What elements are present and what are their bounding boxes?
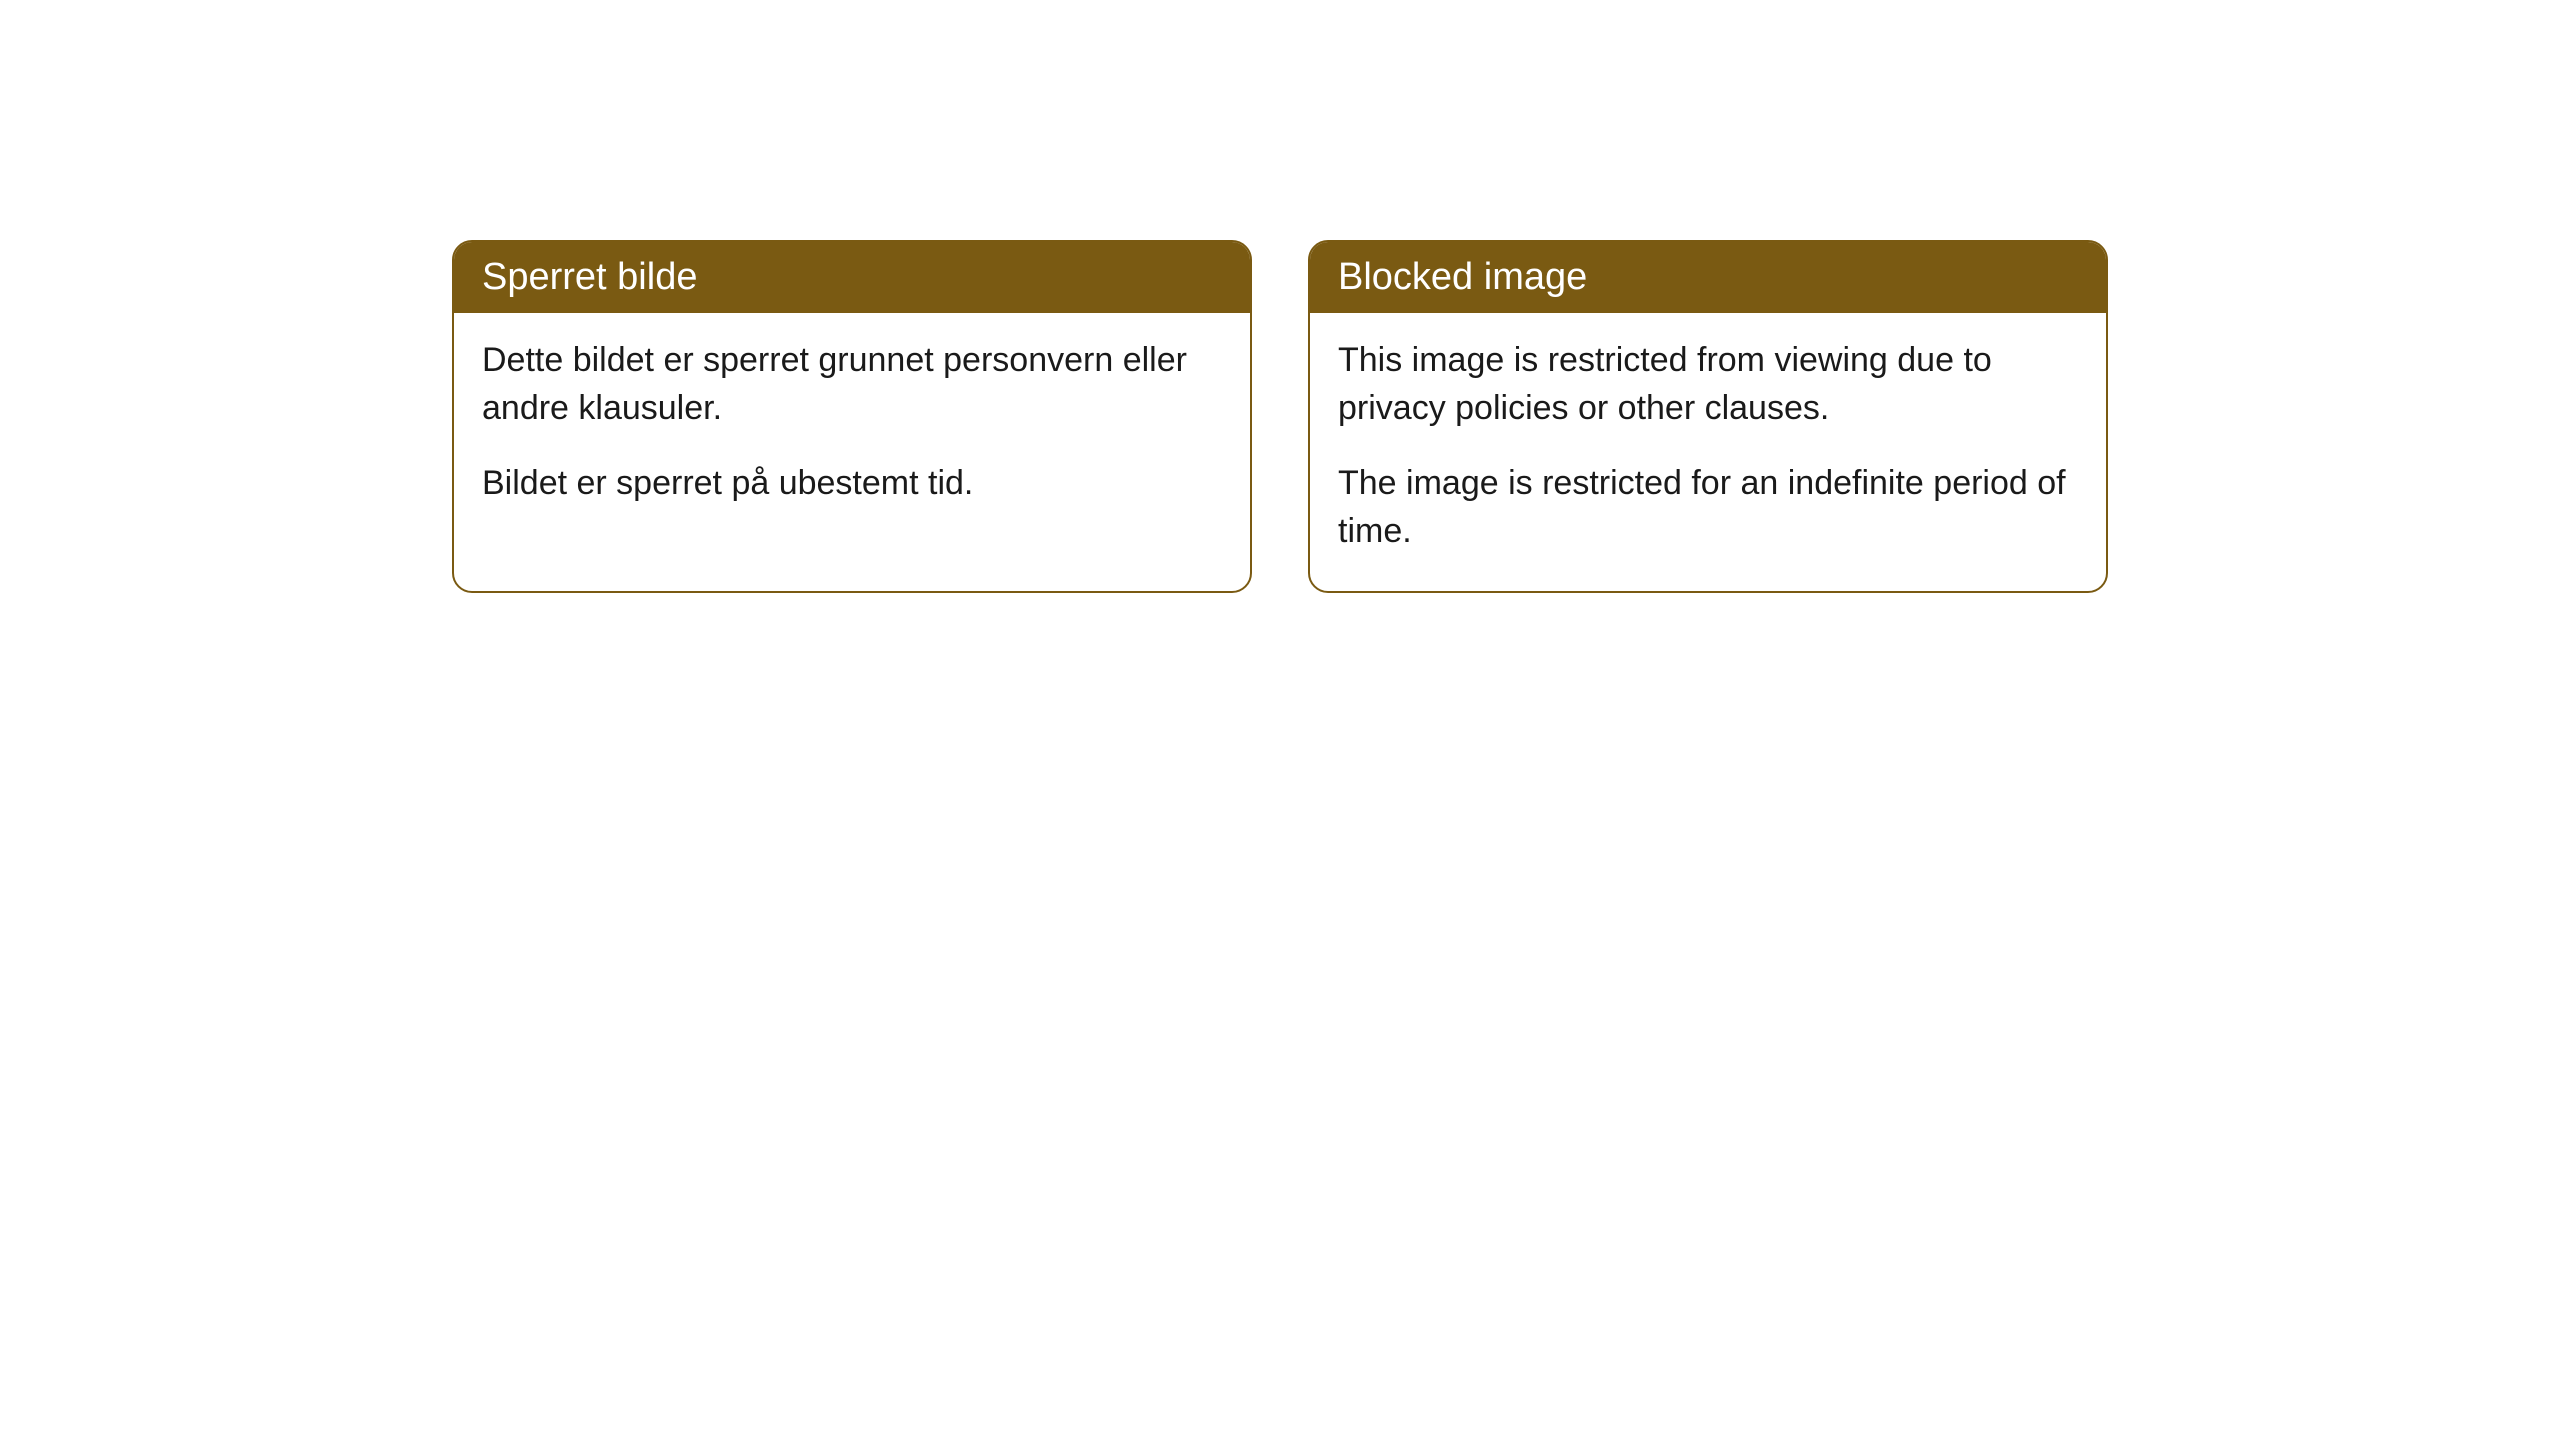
- card-body-norwegian: Dette bildet er sperret grunnet personve…: [454, 313, 1250, 544]
- card-header-norwegian: Sperret bilde: [454, 242, 1250, 313]
- card-body-english: This image is restricted from viewing du…: [1310, 313, 2106, 591]
- card-title-english: Blocked image: [1338, 256, 1587, 298]
- card-paragraph1-norwegian: Dette bildet er sperret grunnet personve…: [482, 337, 1222, 432]
- card-paragraph2-norwegian: Bildet er sperret på ubestemt tid.: [482, 460, 1222, 508]
- card-paragraph1-english: This image is restricted from viewing du…: [1338, 337, 2078, 432]
- blocked-image-card-norwegian: Sperret bilde Dette bildet er sperret gr…: [452, 240, 1252, 593]
- cards-container: Sperret bilde Dette bildet er sperret gr…: [452, 240, 2108, 593]
- card-title-norwegian: Sperret bilde: [482, 256, 697, 298]
- blocked-image-card-english: Blocked image This image is restricted f…: [1308, 240, 2108, 593]
- card-header-english: Blocked image: [1310, 242, 2106, 313]
- card-paragraph2-english: The image is restricted for an indefinit…: [1338, 460, 2078, 555]
